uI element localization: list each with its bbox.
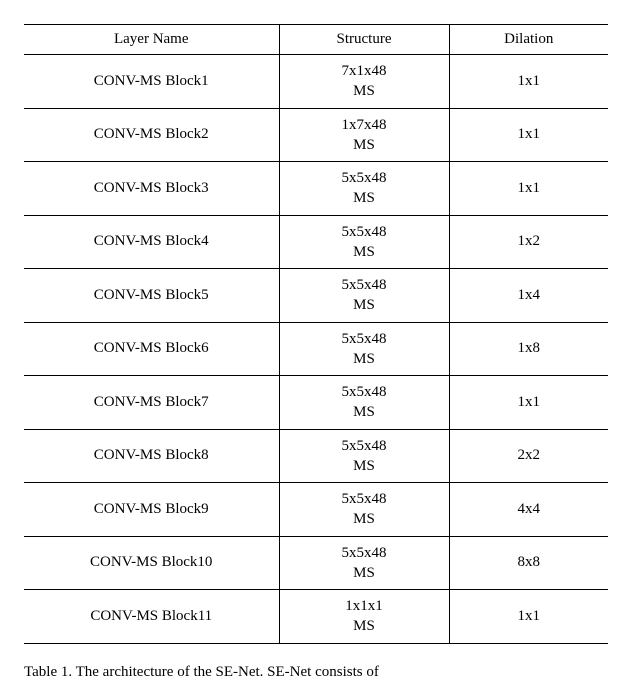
structure-line1: 5x5x48 xyxy=(280,543,449,563)
cell-structure: 1x1x1MS xyxy=(279,590,449,644)
table-body: CONV-MS Block17x1x48MS1x1CONV-MS Block21… xyxy=(24,55,608,644)
cell-dilation: 1x1 xyxy=(449,55,608,109)
cell-layer-name: CONV-MS Block10 xyxy=(24,536,279,590)
cell-dilation: 1x1 xyxy=(449,162,608,216)
structure-line1: 5x5x48 xyxy=(280,275,449,295)
cell-structure: 5x5x48MS xyxy=(279,483,449,537)
cell-layer-name: CONV-MS Block9 xyxy=(24,483,279,537)
cell-dilation: 4x4 xyxy=(449,483,608,537)
structure-line1: 5x5x48 xyxy=(280,382,449,402)
structure-line2: MS xyxy=(280,402,449,422)
structure-line1: 5x5x48 xyxy=(280,489,449,509)
table-row: CONV-MS Block65x5x48MS1x8 xyxy=(24,322,608,376)
table-row: CONV-MS Block17x1x48MS1x1 xyxy=(24,55,608,109)
table-row: CONV-MS Block35x5x48MS1x1 xyxy=(24,162,608,216)
structure-line2: MS xyxy=(280,188,449,208)
structure-line1: 5x5x48 xyxy=(280,329,449,349)
structure-line1: 1x1x1 xyxy=(280,596,449,616)
cell-dilation: 2x2 xyxy=(449,429,608,483)
table-row: CONV-MS Block55x5x48MS1x4 xyxy=(24,269,608,323)
col-header-layer: Layer Name xyxy=(24,25,279,55)
cell-dilation: 1x2 xyxy=(449,215,608,269)
cell-layer-name: CONV-MS Block8 xyxy=(24,429,279,483)
structure-line2: MS xyxy=(280,242,449,262)
structure-line1: 1x7x48 xyxy=(280,115,449,135)
table-row: CONV-MS Block75x5x48MS1x1 xyxy=(24,376,608,430)
structure-line2: MS xyxy=(280,456,449,476)
table-row: CONV-MS Block45x5x48MS1x2 xyxy=(24,215,608,269)
cell-dilation: 8x8 xyxy=(449,536,608,590)
caption-text: The architecture of the SE-Net. SE-Net c… xyxy=(76,664,379,680)
cell-layer-name: CONV-MS Block3 xyxy=(24,162,279,216)
table-caption: Table 1. The architecture of the SE-Net.… xyxy=(24,662,608,683)
cell-dilation: 1x1 xyxy=(449,108,608,162)
architecture-table-wrap: Layer Name Structure Dilation CONV-MS Bl… xyxy=(24,24,608,644)
architecture-table: Layer Name Structure Dilation CONV-MS Bl… xyxy=(24,24,608,644)
cell-layer-name: CONV-MS Block6 xyxy=(24,322,279,376)
cell-dilation: 1x4 xyxy=(449,269,608,323)
cell-dilation: 1x8 xyxy=(449,322,608,376)
structure-line2: MS xyxy=(280,295,449,315)
col-header-dilation: Dilation xyxy=(449,25,608,55)
structure-line1: 5x5x48 xyxy=(280,222,449,242)
col-header-structure: Structure xyxy=(279,25,449,55)
cell-structure: 5x5x48MS xyxy=(279,376,449,430)
structure-line2: MS xyxy=(280,349,449,369)
table-row: CONV-MS Block21x7x48MS1x1 xyxy=(24,108,608,162)
cell-structure: 5x5x48MS xyxy=(279,536,449,590)
cell-layer-name: CONV-MS Block4 xyxy=(24,215,279,269)
structure-line1: 5x5x48 xyxy=(280,168,449,188)
structure-line2: MS xyxy=(280,616,449,636)
cell-dilation: 1x1 xyxy=(449,376,608,430)
cell-layer-name: CONV-MS Block7 xyxy=(24,376,279,430)
structure-line1: 7x1x48 xyxy=(280,61,449,81)
structure-line2: MS xyxy=(280,509,449,529)
cell-structure: 5x5x48MS xyxy=(279,269,449,323)
structure-line2: MS xyxy=(280,563,449,583)
cell-structure: 5x5x48MS xyxy=(279,215,449,269)
cell-structure: 7x1x48MS xyxy=(279,55,449,109)
table-row: CONV-MS Block105x5x48MS8x8 xyxy=(24,536,608,590)
cell-structure: 5x5x48MS xyxy=(279,429,449,483)
cell-dilation: 1x1 xyxy=(449,590,608,644)
cell-structure: 5x5x48MS xyxy=(279,322,449,376)
cell-structure: 1x7x48MS xyxy=(279,108,449,162)
cell-layer-name: CONV-MS Block11 xyxy=(24,590,279,644)
table-header-row: Layer Name Structure Dilation xyxy=(24,25,608,55)
cell-layer-name: CONV-MS Block1 xyxy=(24,55,279,109)
table-row: CONV-MS Block95x5x48MS4x4 xyxy=(24,483,608,537)
cell-layer-name: CONV-MS Block2 xyxy=(24,108,279,162)
structure-line1: 5x5x48 xyxy=(280,436,449,456)
cell-layer-name: CONV-MS Block5 xyxy=(24,269,279,323)
cell-structure: 5x5x48MS xyxy=(279,162,449,216)
caption-prefix: Table 1. xyxy=(24,664,72,680)
structure-line2: MS xyxy=(280,81,449,101)
table-row: CONV-MS Block85x5x48MS2x2 xyxy=(24,429,608,483)
table-row: CONV-MS Block111x1x1MS1x1 xyxy=(24,590,608,644)
structure-line2: MS xyxy=(280,135,449,155)
